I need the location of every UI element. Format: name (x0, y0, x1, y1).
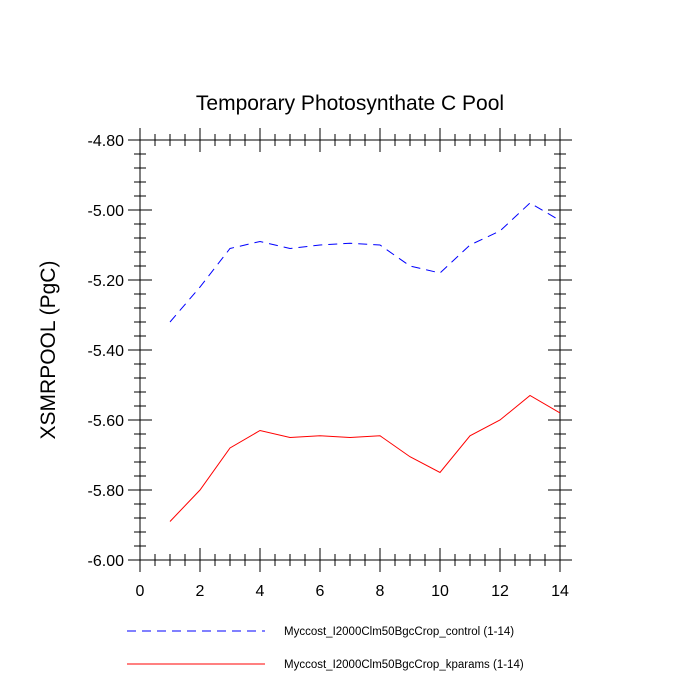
legend-label-2: Myccost_I2000Clm50BgcCrop_kparams (1-14) (284, 659, 524, 671)
legend: Myccost_I2000Clm50BgcCrop_control (1-14)… (127, 626, 524, 671)
series-line-2 (169, 394, 560, 522)
y-tick-label: -5.40 (88, 343, 125, 360)
x-tick-label: 4 (256, 583, 265, 600)
x-tick-label: 12 (491, 583, 509, 600)
plot-frame (139, 139, 561, 561)
y-tick-label: -5.00 (88, 203, 125, 220)
x-tick-label: 10 (431, 583, 449, 600)
y-axis-label: XSMRPOOL (PgC) (37, 261, 60, 440)
y-tick-label: -6.00 (88, 553, 125, 570)
y-tick-label: -5.80 (88, 483, 125, 500)
legend-label-1: Myccost_I2000Clm50BgcCrop_control (1-14) (284, 626, 514, 638)
y-tick-label: -5.60 (88, 413, 125, 430)
series-line-1 (169, 202, 560, 323)
x-tick-label: 2 (196, 583, 205, 600)
y-tick-label: -5.20 (88, 273, 125, 290)
axis-ticks (128, 128, 572, 572)
chart-title: Temporary Photosynthate C Pool (196, 92, 504, 115)
x-tick-label: 14 (551, 583, 569, 600)
series-lines (169, 202, 560, 522)
x-tick-label: 0 (136, 583, 145, 600)
x-tick-label: 6 (316, 583, 325, 600)
x-tick-label: 8 (376, 583, 385, 600)
axis-tick-labels: 0 2 4 6 8 10 12 14 -6.00 -5.80 -5.60 -5.40 -5.20 -5.0… (88, 133, 569, 600)
y-tick-label: -4.80 (88, 133, 125, 150)
